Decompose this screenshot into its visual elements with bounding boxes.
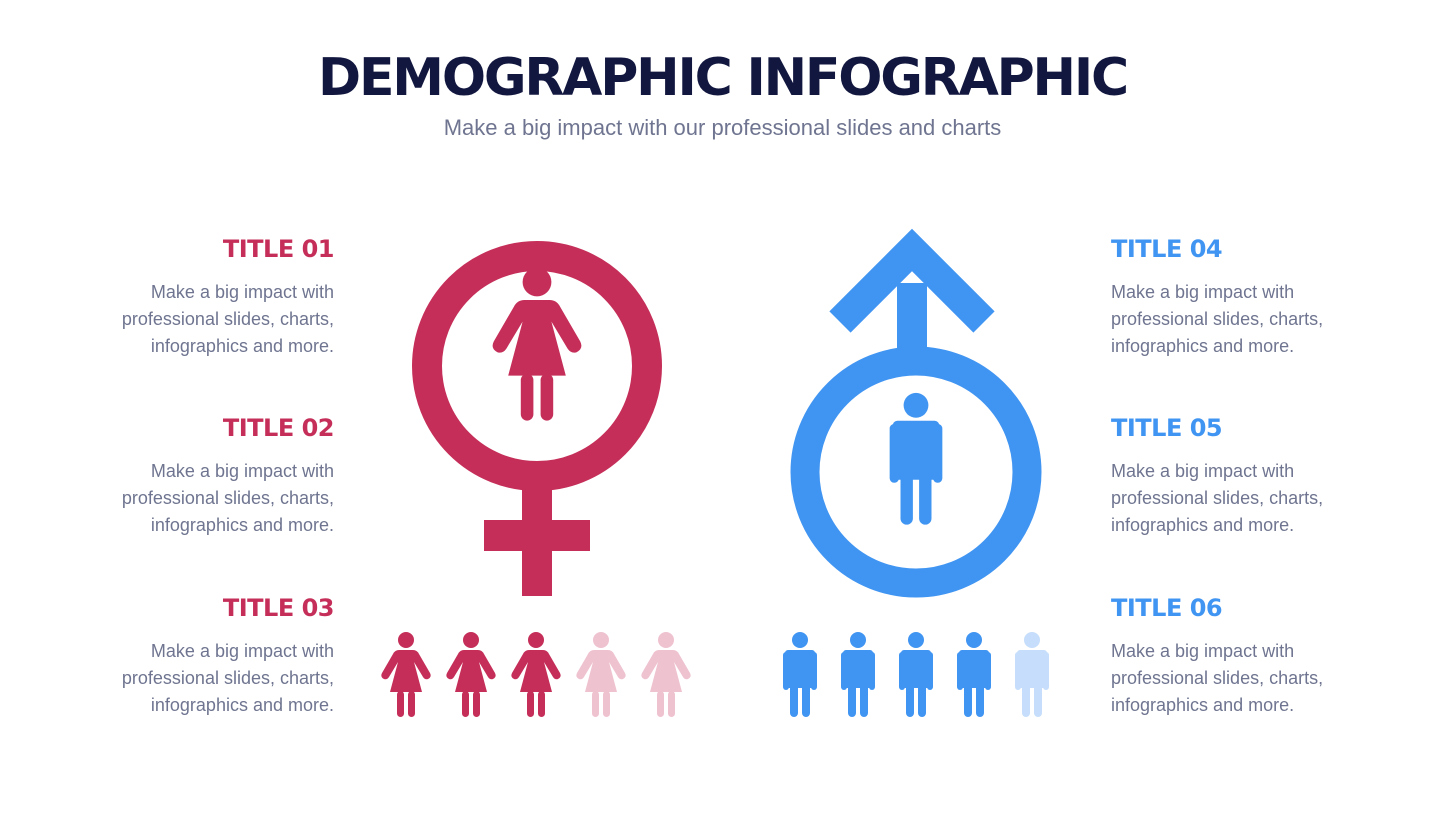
block-body: Make a big impact with professional slid… — [121, 461, 334, 535]
block-title: TITLE 05 — [1111, 414, 1223, 442]
info-block-3: TITLE 03 Make a big impact with professi… — [84, 594, 335, 719]
female-person-icon — [641, 632, 691, 717]
male-person-icon — [889, 392, 943, 525]
block-body: Make a big impact with professional slid… — [1111, 282, 1324, 356]
info-block-6: TITLE 06 Make a big impact with professi… — [1111, 594, 1361, 719]
info-block-2: TITLE 02 Make a big impact with professi… — [84, 414, 335, 539]
block-title: TITLE 06 — [1111, 594, 1223, 622]
header: DEMOGRAPHIC INFOGRAPHIC Make a big impac… — [0, 48, 1445, 142]
page-subtitle: Make a big impact with our professional … — [443, 115, 1002, 140]
info-block-5: TITLE 05 Make a big impact with professi… — [1111, 414, 1361, 539]
male-person-icon — [841, 632, 875, 717]
block-body: Make a big impact with professional slid… — [1111, 461, 1324, 535]
info-block-1: TITLE 01 Make a big impact with professi… — [84, 235, 335, 360]
block-title: TITLE 03 — [222, 594, 335, 622]
male-person-icon — [783, 632, 817, 717]
female-person-icon — [446, 632, 496, 717]
block-body: Make a big impact with professional slid… — [121, 641, 334, 715]
block-title: TITLE 02 — [222, 414, 335, 442]
female-ratio-row — [381, 632, 691, 717]
male-symbol-icon — [790, 228, 1042, 598]
female-person-icon — [576, 632, 626, 717]
female-person-icon — [511, 632, 561, 717]
male-ratio-row — [783, 632, 1049, 717]
info-block-4: TITLE 04 Make a big impact with professi… — [1111, 235, 1361, 360]
male-person-icon — [899, 632, 933, 717]
block-title: TITLE 04 — [1111, 235, 1223, 263]
female-symbol-icon — [412, 241, 662, 596]
male-person-icon — [957, 632, 991, 717]
block-body: Make a big impact with professional slid… — [121, 282, 334, 356]
page-title: DEMOGRAPHIC INFOGRAPHIC — [318, 48, 1129, 108]
female-person-icon — [381, 632, 431, 717]
male-person-icon — [1015, 632, 1049, 717]
block-body: Make a big impact with professional slid… — [1111, 641, 1324, 715]
block-title: TITLE 01 — [222, 235, 335, 263]
female-person-icon — [492, 267, 582, 421]
